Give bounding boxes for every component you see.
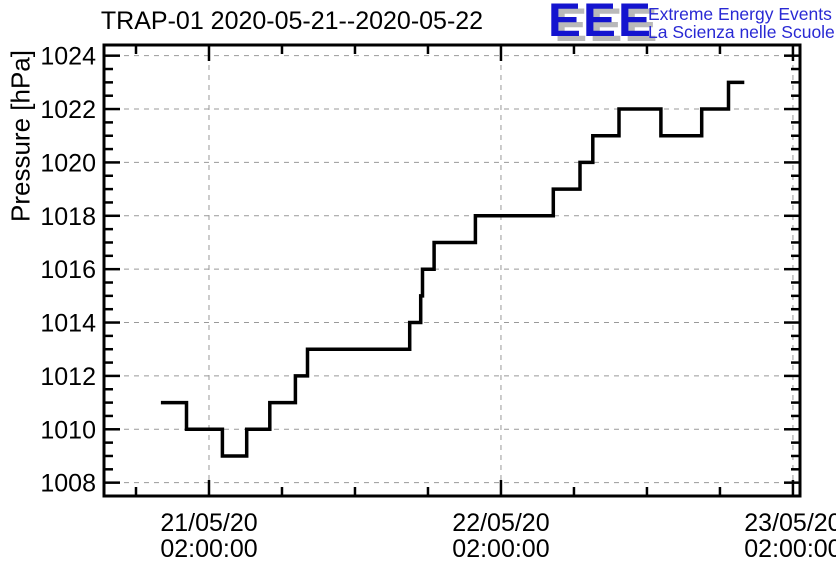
axis-frame bbox=[102, 43, 802, 498]
y-tick-label: 1018 bbox=[40, 203, 96, 231]
y-tick-label: 1020 bbox=[40, 149, 96, 177]
x-tick-label-time: 02:00:00 bbox=[160, 535, 257, 563]
y-tick-label: 1024 bbox=[40, 43, 96, 71]
y-tick-label: 1016 bbox=[40, 256, 96, 284]
eee-logo-subtitle-1: Extreme Energy Events bbox=[648, 4, 832, 24]
x-tick-label-date: 23/05/20 bbox=[744, 509, 836, 537]
eee-logo-acronym: EEE bbox=[548, 0, 654, 46]
chart-title: TRAP-01 2020-05-21--2020-05-22 bbox=[100, 7, 484, 35]
y-axis-title: Pressure [hPa] bbox=[5, 50, 36, 222]
pressure-step-line bbox=[160, 80, 745, 458]
x-tick-label-date: 22/05/20 bbox=[452, 509, 549, 537]
eee-logo: EEE Extreme Energy Events La Scienza nel… bbox=[546, 0, 836, 48]
y-tick-label: 1022 bbox=[40, 96, 96, 124]
y-tick-label: 1010 bbox=[40, 416, 96, 444]
x-tick-label-date: 21/05/20 bbox=[160, 509, 257, 537]
y-tick-label: 1014 bbox=[40, 310, 96, 338]
eee-logo-subtitle-2: La Scienza nelle Scuole bbox=[648, 22, 835, 42]
y-tick-label: 1012 bbox=[40, 363, 96, 391]
x-tick-label-time: 02:00:00 bbox=[452, 535, 549, 563]
y-tick-label: 1008 bbox=[40, 470, 96, 498]
x-tick-label-time: 02:00:00 bbox=[744, 535, 836, 563]
